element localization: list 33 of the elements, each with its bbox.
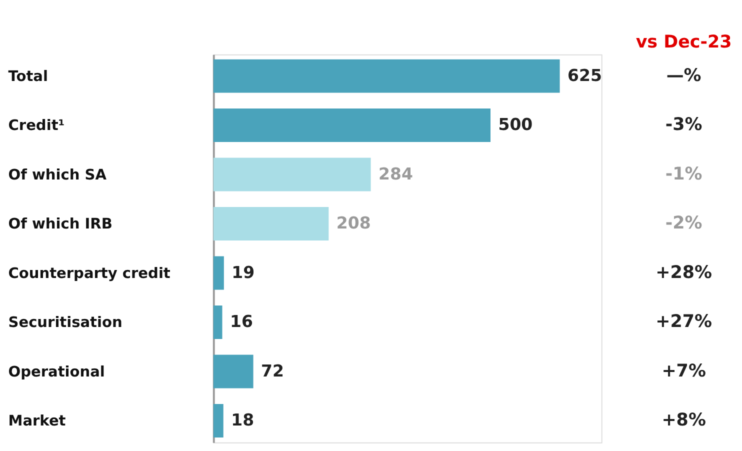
data-label: 72: [261, 361, 284, 380]
y-tick-label: Credit¹: [8, 118, 65, 134]
y-tick-label: Of which SA: [8, 167, 108, 184]
bar: [213, 108, 491, 142]
text: —%: [666, 66, 702, 86]
data-label: 284: [378, 164, 413, 184]
bar: [213, 404, 224, 438]
text: +27%: [656, 312, 712, 332]
y-tick-label: Total: [8, 68, 48, 85]
text: vs Dec-23: [636, 32, 732, 53]
data-label: 18: [231, 410, 254, 430]
text: -3%: [665, 115, 702, 136]
y-tick-label: Operational: [8, 364, 105, 380]
y-tick-label: Securitisation: [8, 315, 122, 332]
bar: [213, 354, 254, 388]
y-tick-label: Counterparty credit: [8, 266, 170, 282]
data-label: 500: [498, 115, 533, 134]
bar: [213, 207, 329, 241]
y-tick-label: Market: [8, 414, 66, 430]
text: -2%: [665, 214, 702, 234]
data-label: 19: [232, 262, 255, 282]
y-tick-label: Of which IRB: [8, 216, 112, 233]
text: +7%: [662, 361, 706, 382]
data-label: 625: [568, 66, 602, 85]
bar: [213, 158, 371, 192]
bar: [213, 256, 224, 290]
text: -1%: [665, 164, 702, 184]
text: +28%: [656, 262, 712, 283]
text: +8%: [662, 410, 706, 431]
data-label: 16: [230, 312, 253, 332]
data-label: 208: [336, 214, 371, 233]
bar: [213, 59, 560, 93]
bar: [213, 305, 222, 339]
